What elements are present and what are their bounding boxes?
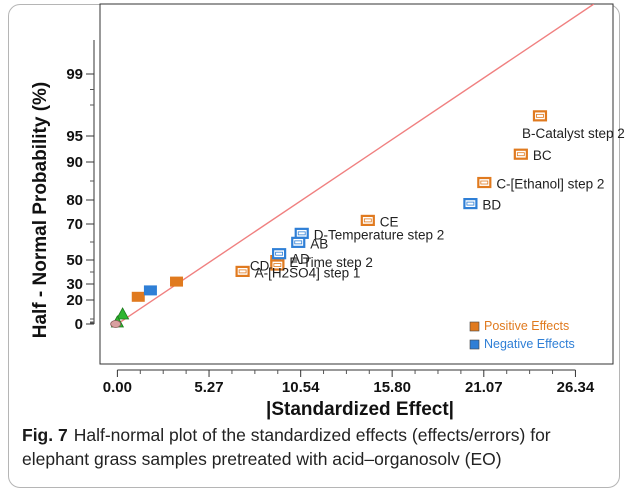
reference-line-group — [116, 4, 595, 325]
point-label: CE — [380, 214, 399, 229]
y-tick-label: 20 — [66, 292, 83, 309]
y-tick-label: 30 — [66, 276, 83, 293]
point-label: C-[Ethanol] step 2 — [496, 177, 604, 192]
point-label: E-Time step 2 — [289, 255, 373, 270]
figure-caption: Fig. 7 Half-normal plot of the standardiz… — [22, 423, 612, 471]
x-tick-label: 15.80 — [373, 379, 411, 396]
x-tick-label: 0.00 — [103, 379, 132, 396]
x-tick-label: 10.54 — [282, 379, 320, 396]
x-tick-label: 26.34 — [557, 379, 595, 396]
y-tick-label: 90 — [66, 154, 83, 171]
figure-number: Fig. 7 — [22, 425, 68, 445]
point-inner-mark — [480, 180, 489, 185]
negative-effect-point — [143, 285, 157, 296]
positive-effect-point — [131, 291, 145, 302]
point-inner-mark — [275, 251, 284, 256]
point-inner-mark — [363, 218, 372, 223]
legend-label: Negative Effects — [484, 337, 575, 351]
point-inner-mark — [294, 240, 303, 245]
point-label: B-Catalyst step 2 — [522, 126, 625, 141]
legend-label: Positive Effects — [484, 319, 569, 333]
legend-swatch — [469, 321, 480, 332]
legend-swatch — [469, 339, 480, 350]
point-label: D-Temperature step 2 — [314, 227, 445, 242]
point-inner-mark — [466, 201, 475, 206]
point-label: CD — [250, 259, 270, 274]
data-point-triangle — [115, 307, 130, 320]
x-tick-label: 21.07 — [465, 379, 503, 396]
positive-effect-point — [170, 276, 184, 287]
point-label: AD — [291, 252, 310, 267]
data-point-circle — [110, 320, 122, 328]
y-tick-label: 95 — [66, 128, 83, 145]
legend: Positive Effects Negative Effects — [469, 319, 575, 351]
data-points: B-Catalyst step 2 BC C-[Ethanol] step 2 CE C… — [110, 110, 625, 328]
caption-text: Half-normal plot of the standardized eff… — [22, 425, 551, 469]
point-label: BC — [533, 148, 552, 163]
y-tick-label: 70 — [66, 216, 83, 233]
x-axis: 0.00 5.27 10.54 15.80 21.07 26.34 — [103, 369, 595, 396]
point-inner-mark — [238, 269, 247, 274]
point-label: BD — [482, 198, 501, 213]
y-tick-label: 99 — [66, 66, 83, 83]
y-tick-label: 80 — [66, 192, 83, 209]
point-inner-mark — [516, 152, 525, 157]
point-inner-mark — [536, 113, 544, 118]
y-axis-label: Half - Normal Probability (%) — [30, 82, 51, 339]
y-tick-label: 0 — [75, 316, 83, 333]
point-label: A-[H2SO4] step 1 — [255, 265, 361, 280]
plot-area — [99, 3, 614, 365]
x-tick-label: 5.27 — [194, 379, 223, 396]
x-axis-label: |Standardized Effect| — [266, 399, 454, 420]
point-inner-mark — [273, 263, 282, 267]
y-tick-label: 50 — [66, 252, 83, 269]
point-label: AB — [310, 236, 328, 251]
point-inner-mark — [297, 231, 306, 236]
reference-line — [116, 4, 595, 325]
